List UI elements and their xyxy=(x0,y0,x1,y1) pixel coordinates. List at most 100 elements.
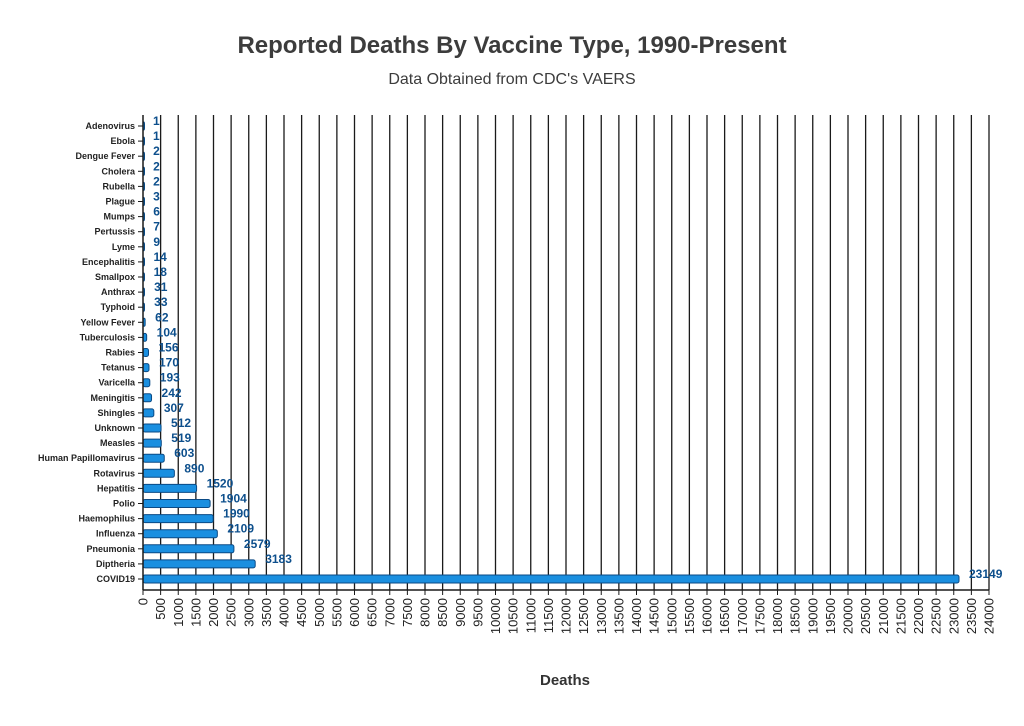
category-label: Rabies xyxy=(105,348,135,358)
bar xyxy=(142,499,211,508)
bar xyxy=(142,423,162,433)
x-tick-label: 0 xyxy=(136,598,151,605)
x-tick-label: 14000 xyxy=(629,598,644,634)
category-label: Plague xyxy=(105,197,135,207)
bar xyxy=(142,574,960,584)
value-label: 193 xyxy=(160,371,180,385)
value-label: 1904 xyxy=(220,492,247,506)
bar xyxy=(142,468,175,478)
x-tick-label: 17500 xyxy=(752,598,767,634)
value-label: 603 xyxy=(174,446,194,460)
x-tick-label: 7500 xyxy=(400,598,415,627)
x-tick-label: 2000 xyxy=(206,598,221,627)
category-label: Influenza xyxy=(96,529,136,539)
x-tick-label: 10000 xyxy=(488,598,503,634)
bar xyxy=(142,529,218,539)
category-label: Adenovirus xyxy=(85,121,135,131)
value-label: 512 xyxy=(171,416,191,430)
x-tick-label: 15000 xyxy=(664,598,679,634)
category-label: Yellow Fever xyxy=(80,317,135,327)
value-label: 3183 xyxy=(265,552,292,566)
category-label: Anthrax xyxy=(101,287,135,297)
value-label: 2 xyxy=(153,144,160,158)
x-tick-label: 12000 xyxy=(559,598,574,634)
category-label: Dengue Fever xyxy=(75,151,135,161)
value-label: 23149 xyxy=(969,567,1003,581)
value-label: 156 xyxy=(158,341,178,355)
grid-lines xyxy=(159,115,990,590)
value-label: 242 xyxy=(162,386,182,400)
bar xyxy=(142,514,214,524)
x-tick-label: 2500 xyxy=(224,598,239,627)
chart-subtitle: Data Obtained from CDC's VAERS xyxy=(388,71,636,88)
category-label: Mumps xyxy=(104,212,136,222)
value-label: 2 xyxy=(153,159,160,173)
bar xyxy=(142,544,235,554)
category-label: Encephalitis xyxy=(82,257,135,267)
value-label: 1 xyxy=(153,114,160,128)
value-label: 170 xyxy=(159,356,179,370)
bar xyxy=(142,559,256,569)
value-label: 31 xyxy=(154,280,168,294)
x-tick-label: 1500 xyxy=(188,598,203,627)
category-label: Varicella xyxy=(98,378,136,388)
category-label: Polio xyxy=(113,499,136,509)
x-tick-label: 21000 xyxy=(876,598,891,634)
x-tick-label: 13000 xyxy=(594,598,609,634)
category-label: Tetanus xyxy=(101,363,135,373)
x-tick-label: 19500 xyxy=(823,598,838,634)
x-tick-label: 11000 xyxy=(523,598,538,633)
x-tick-label: 4000 xyxy=(277,598,292,627)
value-label: 1520 xyxy=(207,476,234,490)
x-tick-label: 8000 xyxy=(418,598,433,627)
bar xyxy=(142,483,198,493)
value-label: 18 xyxy=(154,265,168,279)
x-tick-label: 7000 xyxy=(382,598,397,627)
value-label: 2579 xyxy=(244,537,271,551)
category-label: Hepatitis xyxy=(97,483,135,493)
bar xyxy=(142,363,150,373)
x-tick-label: 9000 xyxy=(453,598,468,627)
x-tick-label: 16000 xyxy=(700,598,715,634)
category-label: Meningitis xyxy=(91,393,136,403)
x-tick-label: 3500 xyxy=(259,598,274,627)
bar xyxy=(142,438,162,448)
x-tick-label: 18000 xyxy=(770,598,785,634)
x-tick-label: 23000 xyxy=(946,598,961,634)
value-label: 2 xyxy=(153,174,160,188)
value-label: 6 xyxy=(153,205,160,219)
chart-title: Reported Deaths By Vaccine Type, 1990-Pr… xyxy=(237,32,787,59)
x-tick-label: 12500 xyxy=(576,598,591,634)
axes xyxy=(138,115,990,595)
x-tick-label: 1000 xyxy=(171,598,186,627)
category-label: Rotavirus xyxy=(93,468,135,478)
x-tick-label: 3000 xyxy=(241,598,256,627)
x-tick-label: 500 xyxy=(153,598,168,620)
x-tick-label: 18500 xyxy=(788,598,803,634)
x-tick-label: 5000 xyxy=(312,598,327,627)
bars xyxy=(142,121,960,584)
category-label: Human Papillomavirus xyxy=(38,453,135,463)
value-label: 1 xyxy=(153,129,160,143)
category-label: Diptheria xyxy=(96,559,136,569)
bar xyxy=(142,348,149,357)
x-tick-label: 5500 xyxy=(329,598,344,627)
category-label: Typhoid xyxy=(101,302,135,312)
category-label: Tuberculosis xyxy=(80,332,135,342)
category-label: Pneumonia xyxy=(86,544,136,554)
x-tick-label: 14500 xyxy=(647,598,662,634)
category-label: Ebola xyxy=(110,136,135,146)
x-tick-label: 4500 xyxy=(294,598,309,627)
x-tick-label: 24000 xyxy=(982,598,997,634)
value-label: 1990 xyxy=(223,507,250,521)
category-label: Smallpox xyxy=(95,272,135,282)
x-tick-label: 15500 xyxy=(682,598,697,634)
x-tick-label: 22000 xyxy=(911,598,926,634)
labels: 0 500 1000 1500 2000 2500 3000 3500 4000 4500 5000… xyxy=(38,114,1003,634)
category-label: COVID19 xyxy=(96,574,135,584)
category-label: Haemophilus xyxy=(78,514,135,524)
bar xyxy=(142,378,151,388)
x-tick-label: 6500 xyxy=(365,598,380,627)
x-tick-label: 23500 xyxy=(964,598,979,634)
